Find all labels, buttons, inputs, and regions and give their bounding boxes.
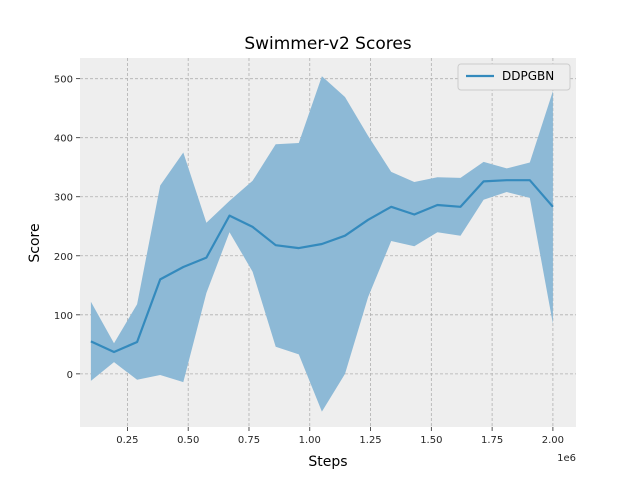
- series-line-ddpgbn: [90, 179, 554, 354]
- x-offset-label: 1e6: [557, 453, 576, 464]
- x-axis: 0.25 0.50 0.75 1.00 1.25 1.50 1.75 2.00: [116, 427, 564, 446]
- x-tick-label: 0.50: [177, 435, 199, 446]
- x-tick-label: 0.25: [116, 435, 138, 446]
- y-axis: 0 100 200 300 400 500: [54, 75, 80, 381]
- y-tick-label: 100: [54, 311, 73, 322]
- chart-title: Swimmer-v2 Scores: [244, 34, 411, 54]
- x-tick-label: 1.75: [481, 435, 503, 446]
- x-tick-label: 1.00: [299, 435, 321, 446]
- y-tick-label: 500: [54, 75, 73, 86]
- x-axis-label: Steps: [308, 454, 347, 470]
- y-axis-label: Score: [27, 223, 43, 262]
- y-tick-label: 0: [67, 370, 73, 381]
- y-tick-label: 400: [54, 134, 73, 145]
- legend: DDPGBN: [457, 63, 571, 91]
- x-tick-label: 1.25: [359, 435, 381, 446]
- x-tick-label: 0.75: [238, 435, 260, 446]
- legend-box: [457, 63, 571, 91]
- y-tick-label: 200: [54, 252, 73, 263]
- x-tick-label: 1.50: [420, 435, 442, 446]
- legend-label: DDPGBN: [502, 69, 554, 83]
- y-tick-label: 300: [54, 193, 73, 204]
- x-tick-label: 2.00: [542, 435, 564, 446]
